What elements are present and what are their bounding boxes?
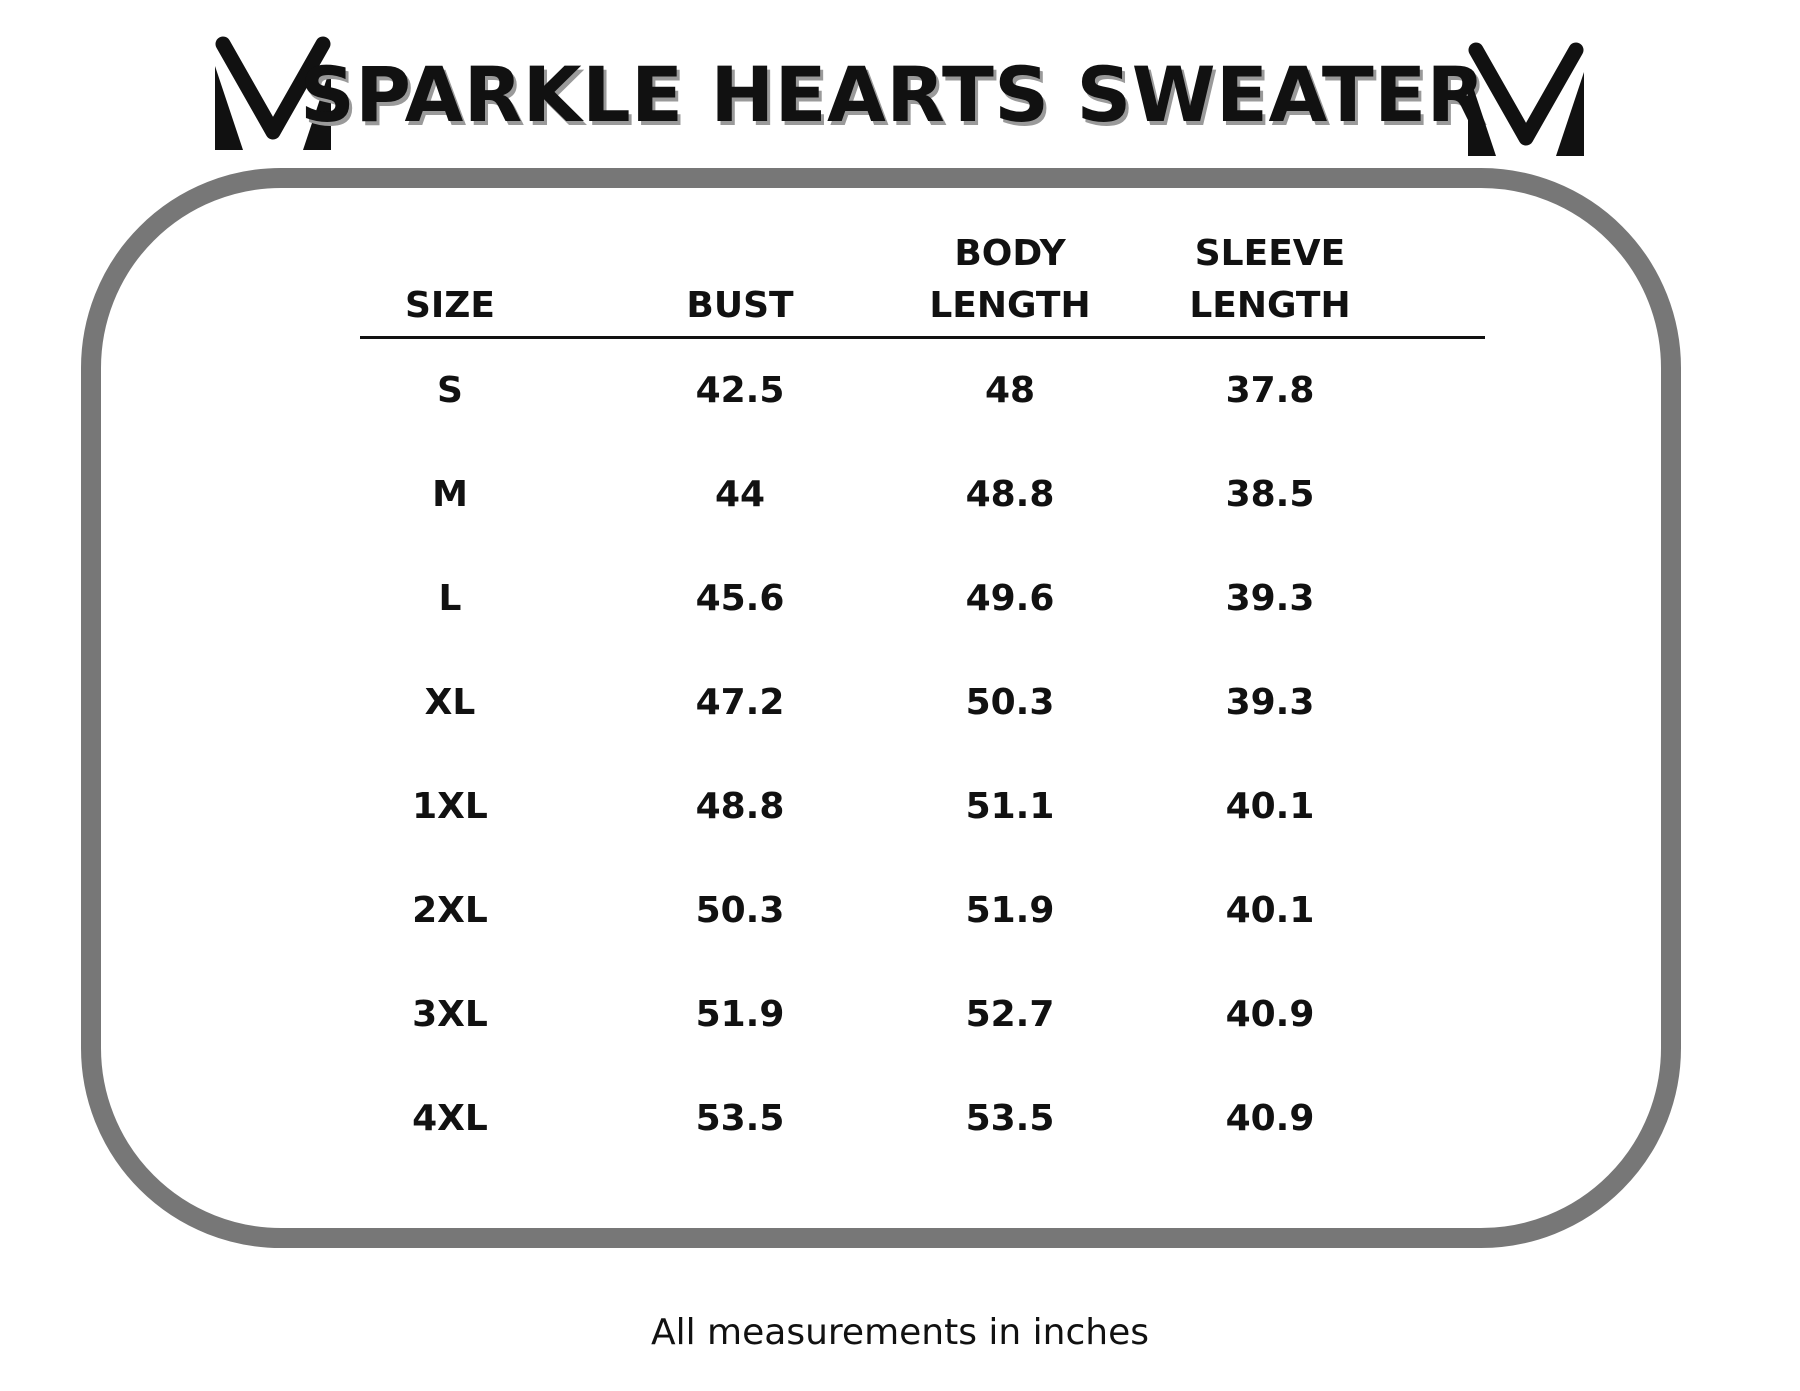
bust-cell: 51.9 (695, 994, 785, 1035)
bust-cell: 48.8 (695, 786, 785, 827)
size-cell: S (437, 370, 463, 411)
body-length-cell: 50.3 (965, 682, 1055, 723)
header-size: SIZE (404, 285, 496, 326)
table-row: 2XL 50.3 51.9 40.1 (360, 859, 1485, 963)
table-row: XL 47.2 50.3 39.3 (360, 651, 1485, 755)
bust-cell: 44 (714, 474, 766, 515)
v-chevron-logo-icon (1468, 42, 1584, 156)
bust-cell: 42.5 (695, 370, 785, 411)
table-row: 3XL 51.9 52.7 40.9 (360, 963, 1485, 1067)
header-body-length: BODY LENGTH (929, 233, 1091, 326)
bust-cell: 45.6 (695, 578, 785, 619)
sleeve-length-cell: 40.1 (1225, 890, 1315, 931)
table-header: SIZE BUST BODY LENGTH SLEEVE LENGTH (360, 230, 1485, 339)
size-cell: 2XL (412, 890, 488, 931)
body-length-cell: 53.5 (965, 1098, 1055, 1139)
size-chart-table: SIZE BUST BODY LENGTH SLEEVE LENGTH S 42… (360, 230, 1485, 1171)
size-cell: 1XL (412, 786, 488, 827)
title-row: SPARKLE HEARTS SWEATER (0, 30, 1800, 170)
size-cell: 4XL (412, 1098, 488, 1139)
measurement-note: All measurements in inches (650, 1312, 1150, 1353)
table-row: 4XL 53.5 53.5 40.9 (360, 1067, 1485, 1171)
size-cell: M (432, 474, 468, 515)
body-length-cell: 49.6 (965, 578, 1055, 619)
body-length-cell: 52.7 (965, 994, 1055, 1035)
body-length-cell: 51.1 (965, 786, 1055, 827)
size-cell: XL (424, 682, 476, 723)
body-length-cell: 51.9 (965, 890, 1055, 931)
header-bust: BUST (686, 285, 794, 326)
table-row: S 42.5 48 37.8 (360, 339, 1485, 443)
size-chart-frame (81, 168, 1681, 1248)
bust-cell: 47.2 (695, 682, 785, 723)
size-cell: 3XL (412, 994, 488, 1035)
header-sleeve-length: SLEEVE LENGTH (1189, 233, 1351, 326)
sleeve-length-cell: 40.1 (1225, 786, 1315, 827)
bust-cell: 53.5 (695, 1098, 785, 1139)
sleeve-length-cell: 37.8 (1225, 370, 1315, 411)
table-row: 1XL 48.8 51.1 40.1 (360, 755, 1485, 859)
table-row: M 44 48.8 38.5 (360, 443, 1485, 547)
bust-cell: 50.3 (695, 890, 785, 931)
body-length-cell: 48 (984, 370, 1036, 411)
sleeve-length-cell: 38.5 (1225, 474, 1315, 515)
v-chevron-logo-icon (215, 36, 331, 150)
page-title: SPARKLE HEARTS SWEATER (300, 50, 1486, 139)
sleeve-length-cell: 39.3 (1225, 682, 1315, 723)
sleeve-length-cell: 40.9 (1225, 1098, 1315, 1139)
sleeve-length-cell: 40.9 (1225, 994, 1315, 1035)
size-cell: L (438, 578, 462, 619)
sleeve-length-cell: 39.3 (1225, 578, 1315, 619)
body-length-cell: 48.8 (965, 474, 1055, 515)
table-row: L 45.6 49.6 39.3 (360, 547, 1485, 651)
